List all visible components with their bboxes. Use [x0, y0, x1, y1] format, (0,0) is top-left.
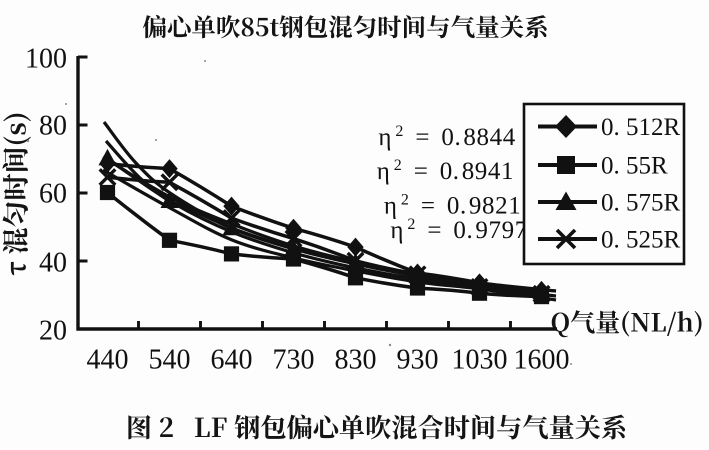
svg-text:η2=0.9821: η 2 = 0.9821	[384, 192, 521, 220]
svg-text:100: 100	[25, 44, 67, 75]
svg-text:20: 20	[39, 316, 67, 347]
svg-text:0. 512R: 0. 512R	[601, 114, 681, 141]
svg-text:540: 540	[149, 345, 191, 376]
svg-text:640: 640	[211, 345, 253, 376]
svg-text:η2=0.9797: η 2 = 0.9797	[390, 216, 527, 244]
svg-text:0. 525R: 0. 525R	[601, 227, 681, 254]
svg-text:60: 60	[39, 179, 67, 210]
svg-text:930: 930	[397, 345, 439, 376]
svg-text:440: 440	[87, 345, 129, 376]
svg-text:730: 730	[273, 345, 315, 376]
svg-text:1030: 1030	[452, 345, 508, 376]
svg-text:0. 575R: 0. 575R	[601, 190, 681, 217]
svg-text:η2=0.8941: η 2 = 0.8941	[377, 157, 514, 185]
svg-text:830: 830	[335, 345, 377, 376]
svg-text:80: 80	[39, 111, 67, 142]
svg-text:0. 55R: 0. 55R	[601, 153, 668, 180]
svg-text:1600: 1600	[514, 345, 570, 376]
svg-text:η2=0.8844: η 2 = 0.8844	[378, 123, 515, 151]
svg-text:40: 40	[39, 248, 67, 279]
